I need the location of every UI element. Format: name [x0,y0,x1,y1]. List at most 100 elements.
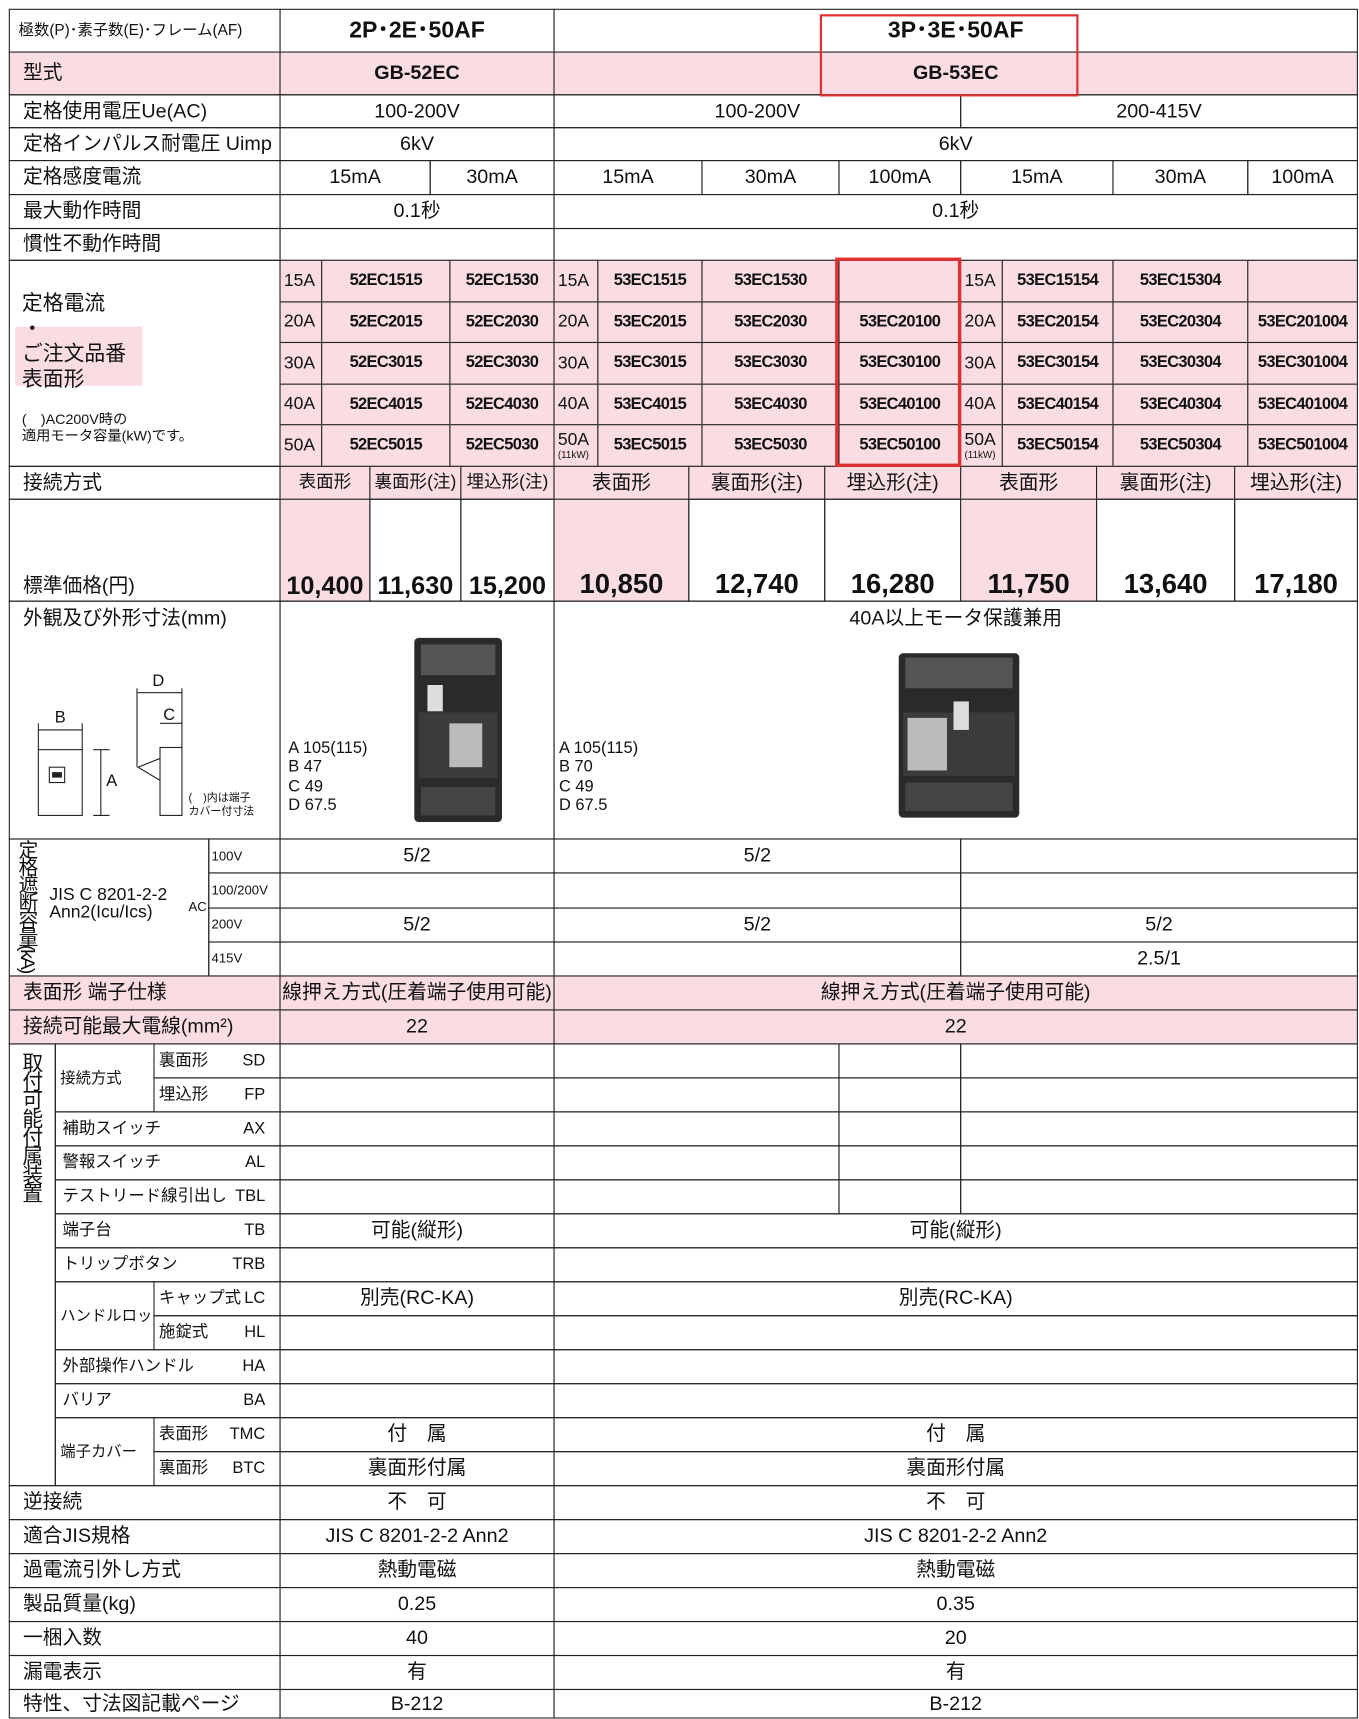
cell: 有 [553,1654,1358,1691]
cell: 53EC2015 [597,300,703,344]
cell: 40A [279,383,323,426]
cell: GB-53EC [553,51,1358,96]
cell: 5/2 [279,838,555,874]
cell: 40A [553,383,599,426]
cell: 200-415V [960,94,1358,129]
cell: 接続可能最大電線(mm²) [8,1009,281,1045]
cell: 10,400 [279,498,371,602]
cell [553,1111,840,1147]
cell: 53EC3015 [597,342,703,385]
cell: 裏面形付属 [553,1451,1358,1487]
cell: 12,740 [688,498,826,602]
cell [838,1077,962,1113]
cell: 適合JIS規格 [8,1519,281,1555]
cell: 15mA [279,160,431,196]
cell [279,941,555,977]
cell: 100V [208,838,281,874]
cell [279,1383,555,1419]
text: AC [188,898,207,915]
text: AX [243,1119,266,1138]
text-line: ( )AC200V時の [21,410,128,428]
cell [279,1145,555,1181]
cell: 40A以上モータ保護兼用 [553,600,1358,840]
cell: 熱動電磁 [279,1553,555,1589]
cell: 接続方式 [54,1043,155,1113]
cell: 一梱入数 [8,1620,281,1657]
text: HA [242,1356,266,1376]
text-line: (11kW) [964,448,996,460]
cell: 15A [279,259,323,303]
cell: 線押え方式(圧着端子使用可能) [279,975,555,1011]
cell: 表面形 端子仕様 [8,975,281,1011]
cell: 表面形 [960,465,1098,500]
cell: 5/2 [553,906,962,943]
cell: 52EC2015 [321,300,451,344]
cell: 0.35 [553,1587,1358,1623]
cell [553,1247,1358,1283]
cell: 53EC5030 [701,424,840,467]
text-line: ご注文品番 [21,343,127,367]
text: ( )内は端子 カバー付寸法 [189,792,255,818]
text: HL [244,1322,266,1342]
text: SD [242,1051,266,1070]
cell: 100mA [838,160,962,196]
cell: 50A [279,424,323,467]
cell: 53EC30304 [1112,342,1249,385]
cell [553,1179,840,1215]
cell: 0.1秒 [553,193,1358,230]
cell: 裏面形付属 [279,1451,555,1487]
cell: 20A [279,300,323,344]
cell [960,838,1358,874]
cell: 標準価格(円) [8,498,281,602]
text-line: B 47 [288,757,323,777]
text-line: 定格電流 [21,292,106,316]
cell: 30A [960,342,1003,385]
cell: 漏電表示 [8,1654,281,1691]
text: ( )AC200V時の 適用モータ容量(kW)です。 [21,410,193,445]
cell: 53EC20304 [1112,300,1249,344]
cell: 30mA [1112,160,1249,196]
cell [960,872,1358,909]
cell: 53EC201004 [1247,300,1358,344]
cell: 11,630 [369,498,462,602]
cell: 可能(縦形) [279,1213,555,1249]
text: BA [243,1390,266,1410]
cell [1247,259,1358,303]
cell: 30A [553,342,599,385]
cell [960,1111,1358,1147]
cell [838,1043,962,1079]
cell: 53EC20154 [1001,300,1114,344]
cell: 裏面形(注) [1096,465,1236,500]
text: A 105(115) B 47 C 49 D 67.5 [288,739,367,815]
cell: 52EC5030 [449,424,555,467]
cell: 埋込形(注) [1234,465,1358,500]
cell: 53EC5015 [597,424,703,467]
cell: 53EC15154 [1001,259,1114,303]
text: C [163,705,176,725]
cell: 定格使用電圧Ue(AC) [8,94,281,129]
cell [960,1145,1358,1181]
cell: 30mA [701,160,840,196]
text-line: B 70 [558,757,593,777]
text: A [106,771,118,791]
cell: 52EC4030 [449,383,555,426]
cell: 22 [553,1009,1358,1045]
cell: 極数(P)･素子数(E)･フレーム(AF) [8,8,281,53]
cell: 100-200V [553,94,962,129]
cell: 特性、寸法図記載ページ [8,1688,281,1719]
text: AL [245,1152,266,1172]
cell: 製品質量(kg) [8,1587,281,1623]
cell: 52EC2030 [449,300,555,344]
cell: B-212 [553,1688,1358,1719]
text: TBL [235,1186,266,1206]
cell: 定格感度電流 [8,160,281,196]
cell [960,1077,1358,1113]
cell: 5/2 [960,906,1358,943]
cell: 53EC40154 [1001,383,1114,426]
cell [279,872,555,909]
cell: 53EC501004 [1247,424,1358,467]
cell: 0.1秒 [279,193,555,230]
cell: 53EC4015 [597,383,703,426]
cell: 裏面形(注) [688,465,826,500]
